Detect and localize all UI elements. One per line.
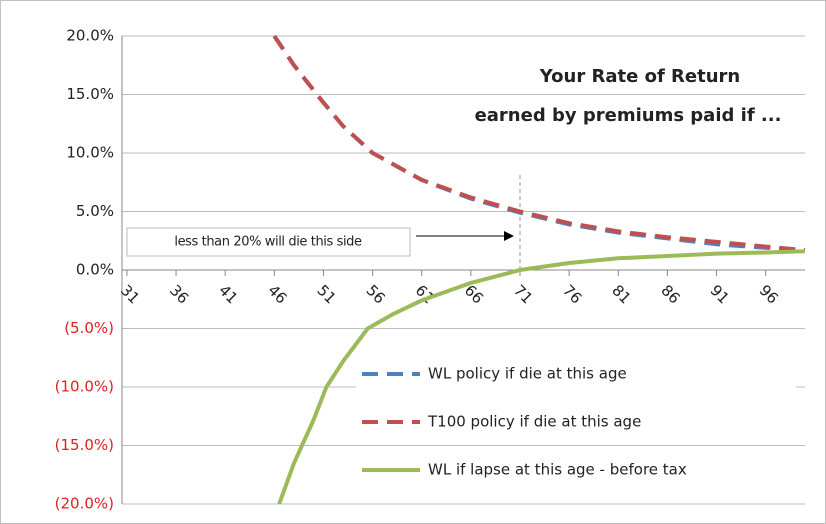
y-tick-label: (5.0%)	[64, 319, 114, 337]
y-tick-label: (10.0%)	[55, 378, 114, 396]
chart-subtitle: earned by premiums paid if ...	[475, 105, 782, 126]
arrow-head	[504, 231, 514, 241]
legend-label: T100 policy if die at this age	[427, 413, 641, 431]
series-line	[272, 34, 806, 253]
y-tick-label: 20.0%	[66, 27, 114, 45]
legend-label: WL policy if die at this age	[428, 365, 627, 383]
legend-bg	[356, 456, 796, 484]
y-tick-label: 0.0%	[76, 261, 114, 279]
chart-title: Your Rate of Return	[539, 66, 740, 87]
y-tick-label: 15.0%	[66, 85, 114, 103]
y-tick-label: (15.0%)	[55, 436, 114, 454]
y-tick-label: 10.0%	[66, 144, 114, 162]
annotation: less than 20% will die this side	[174, 235, 362, 250]
series-line	[277, 249, 806, 505]
legend-bg	[356, 408, 796, 436]
y-tick-label: (20.0%)	[55, 495, 114, 513]
annotation-box	[126, 227, 411, 257]
legend-label: WL if lapse at this age - before tax	[428, 461, 687, 479]
legend-bg	[356, 360, 796, 388]
y-tick-label: 5.0%	[76, 202, 114, 220]
